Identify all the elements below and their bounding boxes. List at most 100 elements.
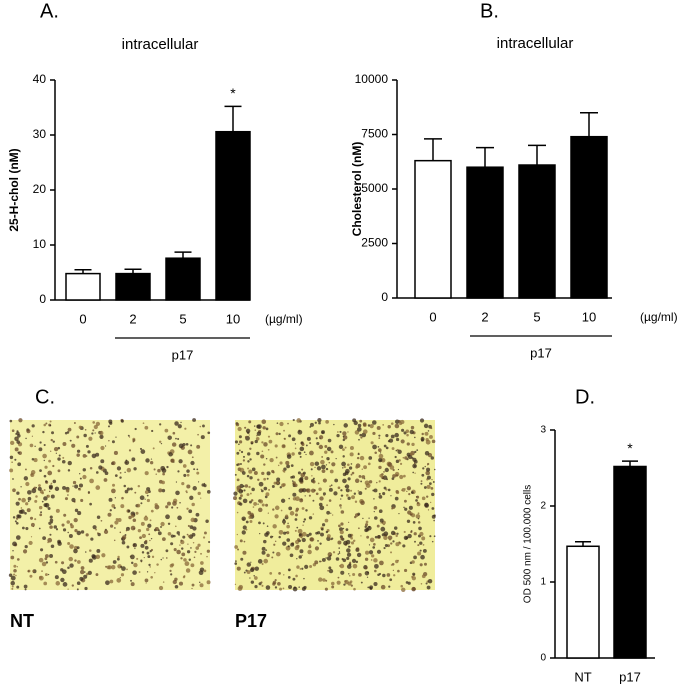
texture-dot <box>16 585 20 589</box>
texture-dot <box>427 430 430 432</box>
texture-dot <box>236 463 239 467</box>
texture-dot <box>247 564 249 567</box>
texture-dot <box>355 513 359 517</box>
texture-dot <box>301 442 305 446</box>
texture-dot <box>40 548 44 552</box>
texture-dot <box>44 557 48 561</box>
texture-dot <box>431 492 435 497</box>
texture-dot <box>268 488 271 491</box>
texture-dot <box>357 453 360 456</box>
texture-dot <box>392 540 395 543</box>
texture-dot <box>331 585 335 589</box>
texture-dot <box>291 452 295 456</box>
texture-dot <box>92 421 96 424</box>
texture-dot <box>279 587 283 591</box>
texture-dot <box>76 453 80 457</box>
texture-dot <box>342 478 347 484</box>
texture-dot <box>391 447 395 450</box>
texture-dot <box>288 497 290 500</box>
texture-dot <box>386 573 391 577</box>
texture-dot <box>116 466 122 471</box>
texture-dot <box>344 484 350 489</box>
texture-dot <box>72 480 77 485</box>
texture-dot <box>274 505 280 511</box>
bar <box>613 465 647 659</box>
texture-dot <box>411 442 415 447</box>
texture-dot <box>288 584 293 589</box>
texture-dot <box>303 451 306 454</box>
texture-dot <box>411 560 415 564</box>
texture-dot <box>132 570 137 575</box>
texture-dot <box>155 473 157 475</box>
texture-dot <box>343 423 348 428</box>
texture-dot <box>54 560 58 564</box>
texture-dot <box>276 422 279 424</box>
texture-dot <box>116 578 122 583</box>
texture-dot <box>433 535 436 538</box>
texture-dot <box>245 520 249 524</box>
texture-dot <box>373 558 378 563</box>
texture-dot <box>240 557 244 561</box>
texture-dot <box>347 477 351 481</box>
texture-dot <box>275 551 281 557</box>
texture-dot <box>143 516 149 521</box>
texture-dot <box>240 450 244 454</box>
texture-dot <box>397 449 402 455</box>
texture-dot <box>330 581 335 586</box>
texture-dot <box>236 451 240 455</box>
texture-dot <box>93 424 98 430</box>
texture-dot <box>422 544 425 546</box>
texture-dot <box>64 497 69 501</box>
texture-dot <box>341 461 346 467</box>
texture-dot <box>105 580 110 586</box>
texture-dot <box>124 489 129 494</box>
texture-dot <box>162 557 164 559</box>
texture-dot <box>313 430 318 435</box>
texture-dot <box>16 440 21 444</box>
texture-dot <box>314 461 320 466</box>
texture-dot <box>71 584 74 587</box>
texture-dot <box>390 530 396 536</box>
y-tick-label: 5000 <box>361 181 388 195</box>
texture-dot <box>336 434 340 438</box>
micrograph <box>235 420 435 590</box>
y-tick-label: 2500 <box>361 236 388 250</box>
texture-dot <box>355 465 359 469</box>
texture-dot <box>140 543 145 548</box>
texture-dot <box>130 525 136 531</box>
texture-dot <box>95 554 101 560</box>
texture-dot <box>319 505 325 511</box>
texture-dot <box>394 423 400 429</box>
texture-dot <box>346 494 349 497</box>
texture-dot <box>261 471 265 476</box>
texture-dot <box>100 519 103 522</box>
texture-dot <box>387 424 391 429</box>
bar <box>414 159 452 299</box>
texture-dot <box>274 579 277 582</box>
texture-dot <box>283 429 285 432</box>
texture-dot <box>165 557 168 559</box>
texture-dot <box>253 425 256 427</box>
texture-dot <box>393 574 396 577</box>
texture-dot <box>20 507 23 509</box>
texture-dot <box>290 464 294 467</box>
texture-dot <box>47 537 53 543</box>
texture-dot <box>199 425 202 428</box>
texture-dot <box>372 420 377 425</box>
texture-dot <box>30 536 33 538</box>
texture-dot <box>78 483 84 488</box>
texture-dot <box>256 451 260 456</box>
texture-dot <box>234 473 237 476</box>
texture-dot <box>205 519 209 524</box>
texture-dot <box>127 434 130 437</box>
texture-dot <box>402 544 406 548</box>
texture-dot <box>308 532 312 536</box>
texture-dot <box>299 446 305 452</box>
texture-dot <box>95 471 99 474</box>
texture-dot <box>34 518 37 521</box>
texture-dot <box>196 468 199 471</box>
texture-dot <box>424 502 429 508</box>
texture-dot <box>273 481 277 485</box>
texture-dot <box>308 516 313 520</box>
texture-dot <box>234 545 238 549</box>
